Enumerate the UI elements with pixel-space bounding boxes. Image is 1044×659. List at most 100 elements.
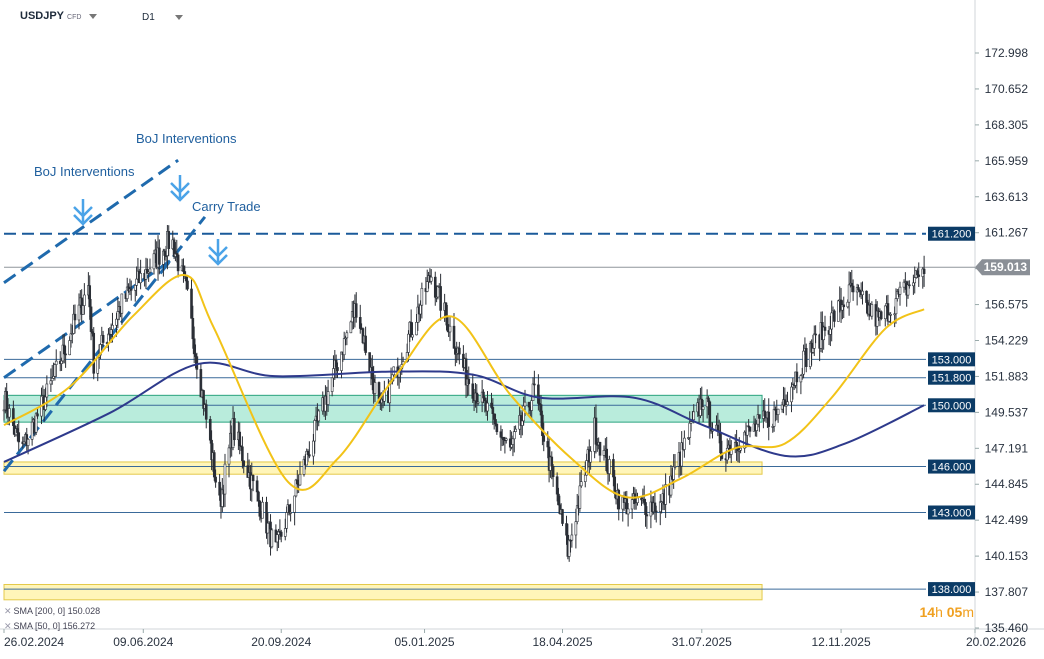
candle-body: [429, 276, 433, 282]
candle-body: [879, 311, 883, 319]
candle-body: [8, 408, 11, 418]
candle-body: [5, 391, 8, 412]
candle-body: [527, 401, 531, 408]
candle-body: [767, 411, 771, 427]
candle-body: [492, 413, 496, 420]
candle-body: [847, 284, 851, 303]
candle-body: [208, 419, 212, 441]
candle-body: [377, 382, 381, 400]
candle-body: [212, 452, 216, 478]
y-tick-label: 163.613: [985, 190, 1029, 204]
candle-body: [644, 502, 647, 515]
level-label-bg: [928, 398, 975, 413]
candle-body: [865, 290, 868, 303]
legend-sma50-label: SMA [50, 0] 156.272: [13, 621, 96, 631]
candle-body: [452, 325, 456, 349]
level-label: 138.000: [932, 584, 972, 596]
candle-body: [471, 383, 475, 399]
candle-body: [54, 360, 58, 365]
candle-body: [439, 286, 442, 311]
x-tick-label: 18.04.2025: [532, 635, 592, 649]
candle-body: [786, 401, 789, 406]
y-tick-label: 172.998: [985, 46, 1029, 60]
y-tick-label: 135.460: [985, 621, 1029, 635]
candle-body: [542, 435, 546, 442]
candle-body: [144, 269, 148, 280]
candle-body: [191, 318, 195, 340]
candle-body: [776, 408, 780, 415]
candle-body: [257, 491, 260, 502]
candle-body: [233, 418, 236, 441]
annotation-label: BoJ Interventions: [136, 131, 237, 146]
candle-body: [279, 531, 283, 537]
level-label-bg: [928, 370, 975, 385]
symbol-type: CFD: [67, 14, 82, 21]
candle-body: [238, 431, 242, 447]
timeframe-selector[interactable]: D1: [142, 12, 183, 23]
x-tick-label: 31.07.2025: [672, 635, 732, 649]
candle-body: [287, 504, 291, 513]
symbol-name: USDJPY: [20, 10, 65, 22]
candle-body: [73, 313, 77, 321]
candle-body: [60, 360, 63, 364]
candle-body: [763, 410, 767, 417]
remove-icon[interactable]: ✕: [4, 606, 12, 616]
candle-body: [184, 275, 188, 282]
candle-body: [642, 498, 646, 503]
candle-body: [802, 350, 805, 375]
candles-group: [2, 224, 926, 562]
candle-body: [336, 367, 339, 371]
candle-body: [64, 353, 67, 356]
candle-body: [34, 413, 38, 433]
candle-body: [476, 401, 480, 404]
last-price-tag: [975, 259, 1030, 276]
candle-body: [589, 451, 592, 463]
candle-body: [701, 406, 705, 410]
level-label-bg: [928, 352, 975, 367]
candle-body: [491, 407, 495, 414]
remove-icon[interactable]: ✕: [4, 621, 12, 631]
candle-body: [111, 324, 114, 330]
candle-body: [630, 499, 634, 510]
candle-body: [135, 278, 138, 286]
candle-body: [308, 454, 311, 457]
candle-body: [502, 437, 505, 441]
symbol-selector[interactable]: USDJPY CFD: [20, 10, 98, 22]
candle-body: [861, 290, 864, 296]
candle-body: [857, 287, 860, 291]
candle-body: [511, 438, 515, 445]
last-price-label: 159.013: [984, 260, 1028, 274]
candle-body: [448, 325, 452, 333]
candle-body: [251, 474, 255, 482]
candle-body: [689, 421, 693, 424]
candle-body: [772, 408, 776, 427]
candle-body: [270, 529, 274, 548]
y-tick-label: 151.883: [985, 369, 1029, 383]
candle-body: [561, 509, 564, 524]
candle-body: [870, 304, 874, 317]
candle-body: [680, 442, 683, 467]
candle-body: [317, 410, 321, 422]
candle-body: [799, 375, 803, 383]
candle-body: [567, 539, 571, 557]
candle-body: [846, 301, 850, 308]
candle-body: [557, 493, 560, 506]
level-label: 150.000: [932, 400, 972, 412]
candle-body: [107, 333, 110, 344]
candle-body: [195, 356, 199, 370]
candle-body: [261, 501, 264, 519]
yellow-zone: [3, 461, 763, 475]
candle-body: [242, 460, 246, 466]
candle-body: [45, 383, 49, 398]
candle-body: [664, 484, 667, 505]
candle-body: [541, 414, 544, 437]
candle-body: [475, 392, 479, 404]
candle-body: [214, 476, 217, 483]
candle-body: [707, 397, 710, 403]
candle-body: [83, 294, 86, 306]
candle-body: [388, 380, 392, 404]
x-tick-label: 20.02.2026: [966, 635, 1026, 649]
x-tick-label: 20.09.2024: [251, 635, 311, 649]
candle-body: [167, 231, 171, 249]
